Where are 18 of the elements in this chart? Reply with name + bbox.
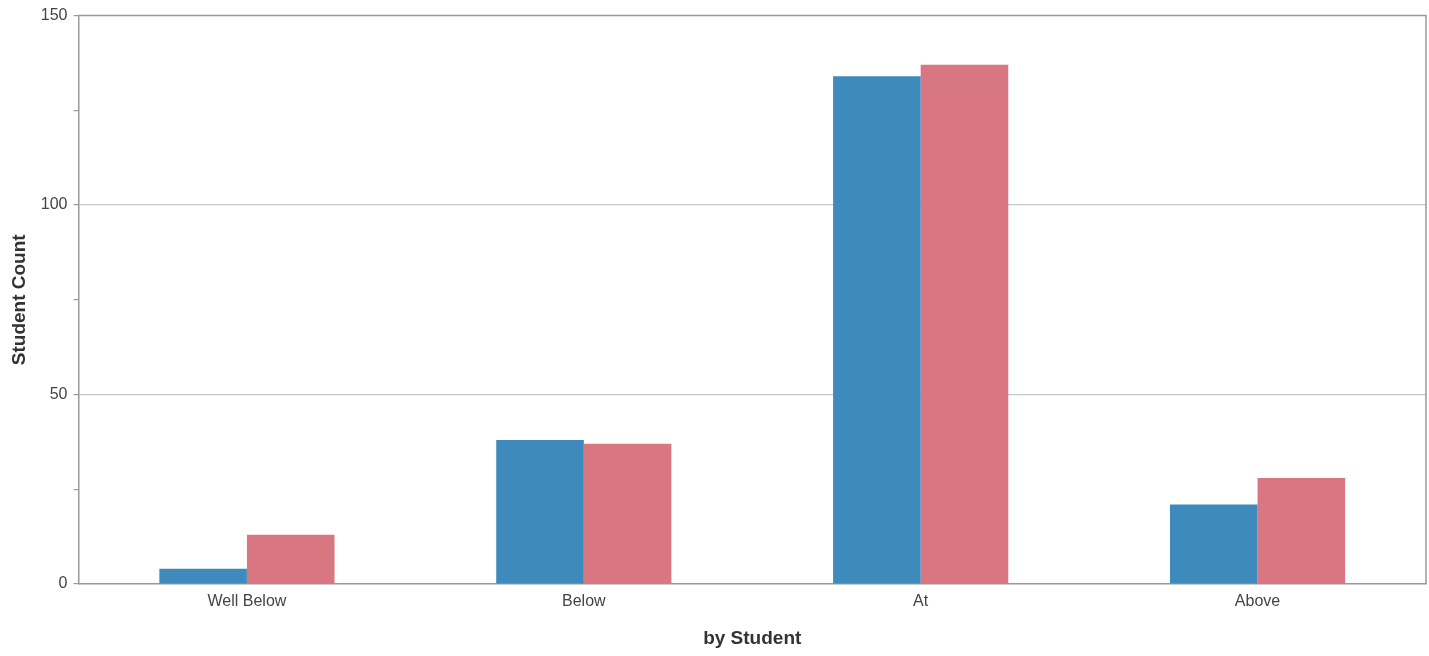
x-tick-label: At	[913, 592, 929, 610]
x-tick-label: Below	[562, 592, 607, 610]
x-tick-label: Above	[1234, 592, 1281, 610]
bar	[1257, 477, 1346, 584]
bar	[246, 534, 335, 584]
bar	[583, 443, 672, 584]
y-tick-label: 150	[40, 6, 68, 24]
y-tick-label: 100	[40, 195, 68, 213]
y-axis-title: Student Count	[7, 233, 29, 366]
bar	[920, 64, 1009, 584]
bar	[1169, 504, 1258, 584]
y-tick-label: 0	[58, 574, 68, 592]
x-axis-title: by Student	[703, 626, 802, 648]
y-tick-label: 50	[49, 384, 68, 402]
bar	[496, 440, 584, 584]
x-tick-label: Well Below	[207, 592, 287, 610]
bar	[159, 568, 247, 584]
bar	[833, 76, 921, 584]
